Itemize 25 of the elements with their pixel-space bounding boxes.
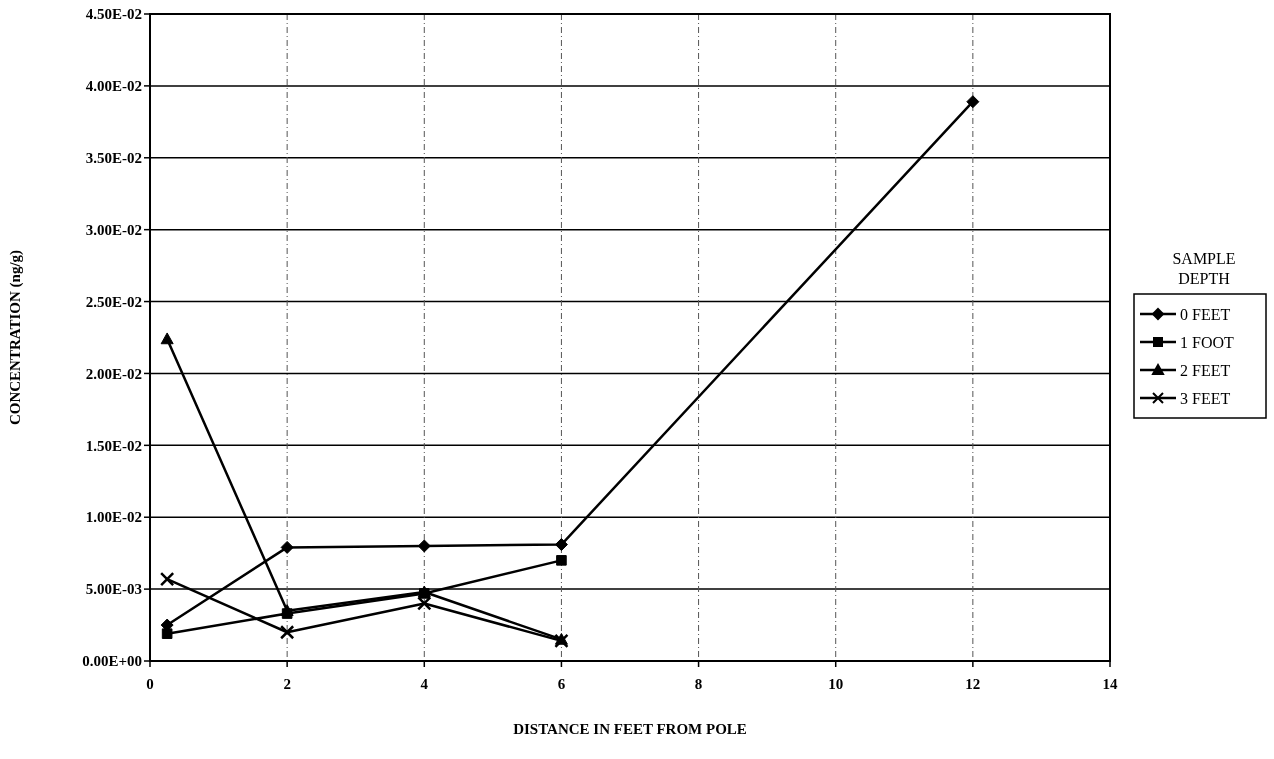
- x-tick-label: 12: [965, 676, 981, 692]
- x-tick-label: 2: [283, 676, 291, 692]
- x-axis-title: DISTANCE IN FEET FROM POLE: [513, 721, 747, 737]
- legend-label: 3 FEET: [1180, 389, 1231, 407]
- legend-label: 2 FEET: [1180, 361, 1231, 379]
- y-tick-label: 5.00E-03: [85, 581, 142, 598]
- y-tick-label: 4.00E-02: [85, 78, 142, 95]
- legend-label: 1 FOOT: [1180, 333, 1235, 351]
- y-tick-label: 1.50E-02: [85, 437, 142, 454]
- x-tick-label: 14: [1102, 676, 1118, 692]
- x-tick-label: 6: [557, 676, 566, 692]
- y-axis-title: CONCENTRATION (ng/g): [7, 249, 24, 426]
- y-tick-label: 2.00E-02: [85, 365, 142, 382]
- x-tick-label: 8: [694, 676, 703, 692]
- legend-title: SAMPLE DEPTH: [1172, 250, 1236, 287]
- x-tick-label: 4: [420, 676, 429, 692]
- legend-label: 0 FEET: [1180, 305, 1231, 323]
- x-tick-label: 10: [828, 676, 844, 692]
- y-tick-label: 4.50E-02: [85, 6, 142, 23]
- y-tick-label: 3.00E-02: [85, 221, 142, 238]
- y-tick-label: 2.50E-02: [85, 293, 142, 310]
- x-tick-label: 0: [146, 676, 154, 692]
- y-tick-label: 1.00E-02: [85, 509, 142, 526]
- y-tick-label: 0.00E+00: [82, 653, 142, 670]
- y-tick-label: 3.50E-02: [85, 150, 142, 167]
